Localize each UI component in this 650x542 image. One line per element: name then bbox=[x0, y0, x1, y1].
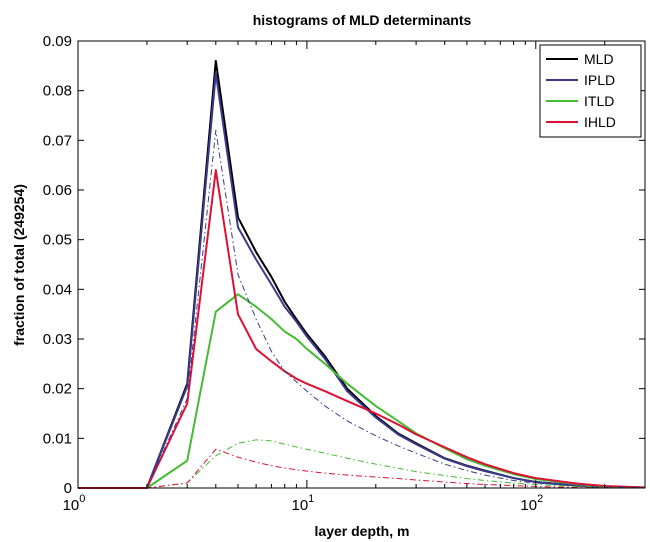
ticks-layer: 0 0.01 0.02 0.03 0.04 0.05 0.06 0.07 0.08 0.09 100… bbox=[43, 33, 646, 514]
y-tick-label: 0 bbox=[64, 480, 72, 497]
y-tick-label: 0.04 bbox=[43, 281, 72, 298]
legend: MLD IPLD ITLD IHLD bbox=[539, 44, 642, 138]
series-line-dashdot-5 bbox=[78, 439, 646, 489]
chart-title: histograms of MLD determinants bbox=[253, 12, 472, 28]
legend-label-mld: MLD bbox=[584, 51, 614, 67]
series-line-dashdot-4 bbox=[78, 129, 646, 489]
y-tick-label: 0.05 bbox=[43, 232, 72, 249]
series-line-ihld bbox=[78, 169, 646, 489]
y-tick-label: 0.03 bbox=[43, 331, 72, 348]
legend-label-ihld: IHLD bbox=[584, 114, 616, 130]
y-axis-title: fraction of total (249254) bbox=[11, 184, 27, 346]
legend-label-itld: ITLD bbox=[584, 93, 614, 109]
series-line-dashdot-6 bbox=[78, 448, 645, 489]
y-tick-label: 0.08 bbox=[43, 83, 72, 100]
y-tick-label: 0.09 bbox=[43, 33, 72, 50]
y-tick-label: 0.02 bbox=[43, 381, 72, 398]
x-axis-title: layer depth, m bbox=[315, 523, 410, 539]
x-tick-label: 101 bbox=[291, 493, 314, 514]
series-layer bbox=[78, 59, 646, 489]
plot-frame bbox=[77, 40, 646, 489]
y-tick-label: 0.01 bbox=[43, 430, 72, 447]
x-tick-label: 102 bbox=[520, 493, 543, 514]
legend-label-ipld: IPLD bbox=[584, 72, 615, 88]
y-tick-label: 0.06 bbox=[43, 182, 72, 199]
y-tick-label: 0.07 bbox=[43, 132, 72, 149]
series-line-ipld bbox=[78, 72, 646, 489]
x-tick-label: 100 bbox=[63, 493, 86, 514]
